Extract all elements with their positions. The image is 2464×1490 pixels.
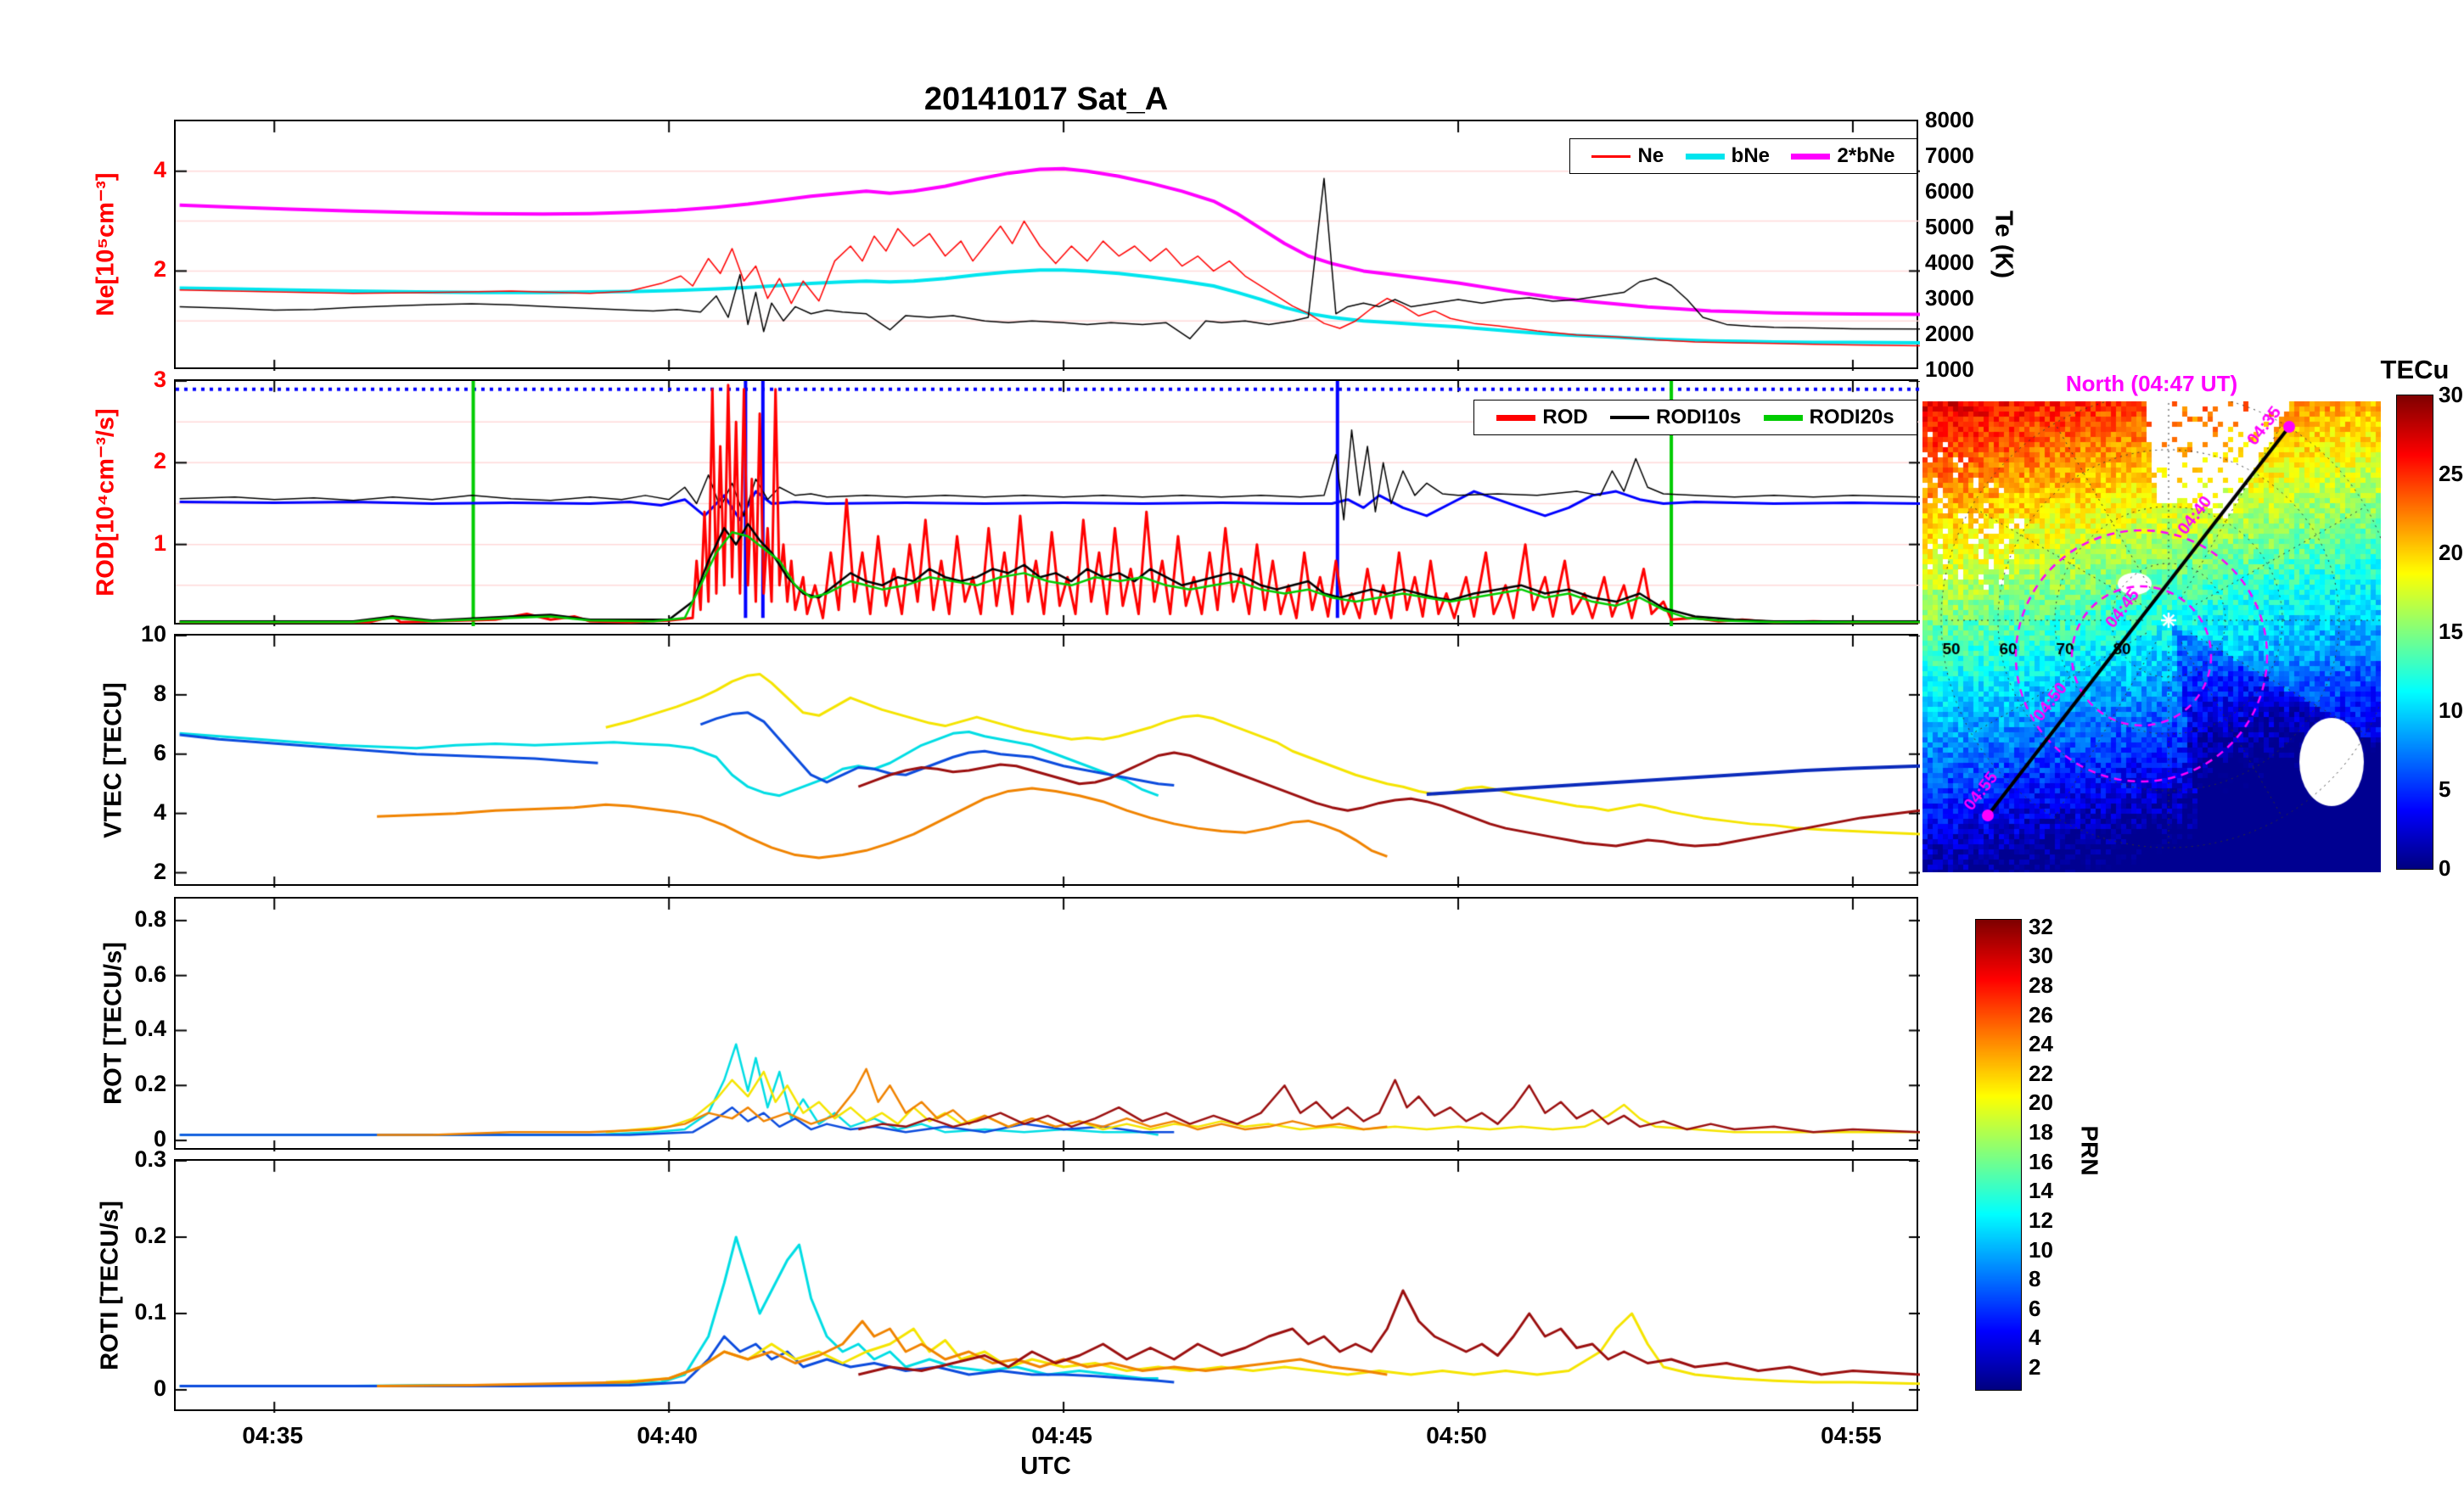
ytick-roti-0.2: 0.2 [134,1223,166,1248]
tecu-colorbar-title: TECu [2380,355,2450,384]
legend-label-2*bNe: 2*bNe [1837,144,1895,167]
prn-tick-16: 16 [2029,1148,2053,1174]
rtick-te-4000: 4000 [1925,249,1974,275]
panel-roti [174,1159,1920,1413]
legend-swatch-2*bNe [1791,153,1831,160]
legend-swatch-bNe [1685,153,1725,160]
ytick-ne-4: 4 [153,156,166,182]
ytick-rot-0.4: 0.4 [134,1016,166,1042]
map-title: North (04:47 UT) [2065,371,2238,396]
prn-tick-6: 6 [2029,1295,2041,1321]
panel-roti-canvas [176,1161,1920,1413]
tecu-tick-5: 5 [2439,776,2451,802]
tecu-tick-30: 30 [2439,382,2463,407]
legend-swatch-Ne [1591,154,1631,158]
ytick-rot-0.6: 0.6 [134,961,166,987]
ytick-rot-0.2: 0.2 [134,1071,166,1097]
ytick-vtec-8: 8 [153,680,166,706]
tecu-colorbar [2396,395,2433,870]
tecu-tick-0: 0 [2439,855,2451,881]
ytick-rot-0.8: 0.8 [134,905,166,932]
prn-tick-30: 30 [2029,943,2053,969]
figure-title: 20141017 Sat_A [923,81,1169,117]
ylabel-rod: ROD[10⁴cm⁻³/s] [92,407,120,597]
legend-item-ROD: ROD [1496,406,1588,429]
rtick-te-7000: 7000 [1925,143,1974,168]
rtick-te-6000: 6000 [1925,178,1974,204]
legend-item-bNe: bNe [1685,144,1770,168]
legend-swatch-RODI20s [1763,414,1803,421]
ytick-roti-0: 0 [153,1375,166,1401]
legend-item-Ne: Ne [1591,144,1664,168]
prn-tick-14: 14 [2029,1178,2053,1204]
ytick-ne-2: 2 [153,256,166,283]
ytick-rot-0: 0 [153,1126,166,1152]
prn-colorbar [1975,919,2022,1391]
tecu-tick-20: 20 [2439,540,2463,565]
tecu-tick-15: 15 [2439,619,2463,644]
legend-item-RODI20s: RODI20s [1763,406,1894,429]
ylabel-te: Te (K) [1990,210,2018,279]
rtick-te-8000: 8000 [1925,107,1974,132]
ytick-vtec-10: 10 [140,621,166,647]
legend-rod: ROD RODI10s RODI20s [1473,400,1917,435]
rtick-te-3000: 3000 [1925,285,1974,311]
rtick-te-2000: 2000 [1925,321,1974,346]
tecu-tick-25: 25 [2439,461,2463,486]
prn-tick-22: 22 [2029,1060,2053,1086]
legend-swatch-ROD [1496,414,1536,421]
prn-tick-10: 10 [2029,1236,2053,1263]
legend-item-RODI10s: RODI10s [1610,406,1741,429]
ytick-vtec-2: 2 [153,858,166,884]
xtick-04:35: 04:35 [242,1422,304,1448]
ytick-rod-2: 2 [153,448,166,474]
prn-colorbar-label: PRN [2076,1125,2103,1176]
legend-label-ROD: ROD [1542,406,1588,429]
prn-tick-26: 26 [2029,1001,2053,1028]
prn-tick-32: 32 [2029,913,2053,939]
legend-ne: Ne bNe 2*bNe [1569,138,1917,174]
xtick-04:55: 04:55 [1821,1422,1882,1448]
panel-vtec [174,634,1920,888]
ytick-rod-3: 3 [153,367,166,392]
prn-tick-20: 20 [2029,1089,2053,1116]
ylabel-ne: Ne[10⁵cm⁻³] [92,172,120,316]
legend-swatch-RODI10s [1610,416,1650,419]
legend-label-RODI10s: RODI10s [1656,406,1742,429]
xtick-04:50: 04:50 [1426,1422,1487,1448]
xtick-04:40: 04:40 [637,1422,698,1448]
legend-label-bNe: bNe [1731,144,1770,167]
ytick-vtec-4: 4 [153,798,166,825]
prn-tick-8: 8 [2029,1266,2041,1292]
panel-vtec-canvas [176,636,1920,888]
prn-tick-2: 2 [2029,1354,2041,1381]
ytick-vtec-6: 6 [153,739,166,765]
xtick-04:45: 04:45 [1031,1422,1092,1448]
ytick-roti-0.3: 0.3 [134,1146,166,1172]
ytick-rod-1: 1 [153,529,166,556]
prn-tick-4: 4 [2029,1325,2041,1351]
rtick-te-5000: 5000 [1925,214,1974,239]
tecu-tick-10: 10 [2439,697,2463,723]
panel-rot-canvas [176,899,1920,1151]
prn-tick-28: 28 [2029,972,2053,998]
prn-tick-18: 18 [2029,1119,2053,1146]
prn-tick-24: 24 [2029,1031,2053,1057]
polar-tec-map [1922,401,2381,872]
legend-label-Ne: Ne [1637,144,1664,167]
rtick-te-1000: 1000 [1925,356,1974,382]
x-axis-label: UTC [1020,1453,1071,1480]
panel-rot [174,897,1920,1151]
legend-item-2*bNe: 2*bNe [1791,144,1895,168]
legend-label-RODI20s: RODI20s [1809,406,1894,429]
ytick-roti-0.1: 0.1 [134,1299,166,1325]
prn-tick-12: 12 [2029,1207,2053,1233]
